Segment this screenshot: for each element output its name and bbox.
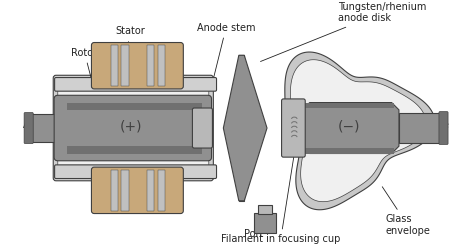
Text: Stator: Stator bbox=[116, 26, 146, 83]
Text: Filament in focusing cup: Filament in focusing cup bbox=[221, 156, 340, 245]
Polygon shape bbox=[223, 55, 267, 201]
Bar bbox=[147, 45, 154, 86]
Bar bbox=[121, 170, 129, 211]
FancyBboxPatch shape bbox=[282, 99, 305, 157]
FancyBboxPatch shape bbox=[24, 113, 33, 143]
Text: Rotor: Rotor bbox=[72, 47, 98, 87]
Bar bbox=[121, 45, 129, 86]
FancyBboxPatch shape bbox=[91, 167, 183, 214]
FancyBboxPatch shape bbox=[58, 81, 209, 175]
Bar bbox=[399, 113, 445, 143]
FancyBboxPatch shape bbox=[54, 95, 211, 161]
Bar bbox=[147, 170, 154, 211]
Bar bbox=[110, 170, 118, 211]
Bar bbox=[110, 45, 118, 86]
Polygon shape bbox=[299, 103, 399, 154]
FancyBboxPatch shape bbox=[91, 43, 183, 89]
Polygon shape bbox=[303, 148, 394, 154]
Bar bbox=[121, 45, 129, 86]
Polygon shape bbox=[291, 60, 426, 202]
FancyBboxPatch shape bbox=[53, 75, 213, 181]
FancyBboxPatch shape bbox=[439, 112, 448, 144]
Text: (−): (−) bbox=[337, 119, 360, 133]
Bar bbox=[158, 170, 165, 211]
Bar bbox=[147, 45, 154, 86]
Text: Cathode: Cathode bbox=[408, 120, 449, 130]
Polygon shape bbox=[303, 103, 394, 108]
Polygon shape bbox=[239, 55, 244, 201]
Polygon shape bbox=[285, 52, 435, 210]
FancyBboxPatch shape bbox=[192, 108, 212, 148]
Bar bbox=[254, 213, 276, 233]
Bar bbox=[67, 103, 201, 110]
FancyBboxPatch shape bbox=[55, 77, 217, 91]
Bar bbox=[67, 146, 201, 154]
Bar bbox=[25, 114, 73, 142]
Text: Anode: Anode bbox=[23, 120, 54, 130]
Text: Glass
envelope: Glass envelope bbox=[382, 187, 430, 236]
Bar bbox=[158, 45, 165, 86]
Bar bbox=[158, 45, 165, 86]
Text: Anode stem: Anode stem bbox=[197, 23, 255, 80]
Text: Port: Port bbox=[244, 215, 264, 239]
Text: Tungsten/rhenium
anode disk: Tungsten/rhenium anode disk bbox=[261, 2, 426, 62]
Bar bbox=[258, 205, 273, 215]
Bar bbox=[121, 170, 129, 211]
Bar bbox=[147, 170, 154, 211]
Text: (+): (+) bbox=[119, 119, 142, 133]
Bar bbox=[158, 170, 165, 211]
FancyBboxPatch shape bbox=[55, 165, 217, 179]
Bar bbox=[110, 45, 118, 86]
Bar bbox=[110, 170, 118, 211]
